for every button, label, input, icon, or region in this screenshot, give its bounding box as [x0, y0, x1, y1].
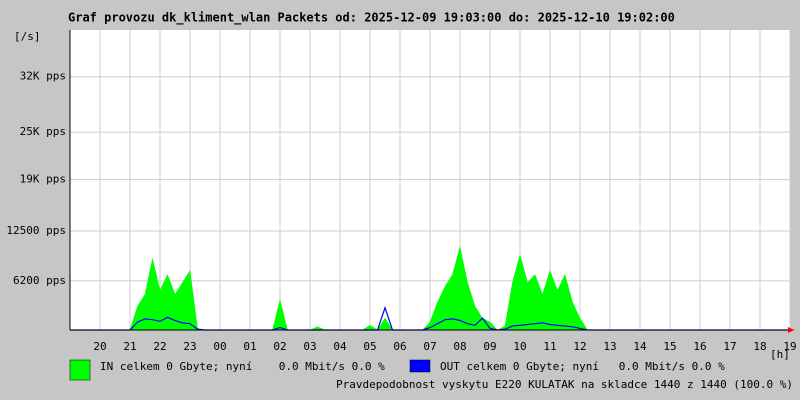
chart-title: Graf provozu dk_kliment_wlan Packets od:… [68, 11, 675, 26]
x-tick-label: 19 [783, 340, 796, 353]
x-tick-label: 14 [633, 340, 647, 353]
y-tick-label: 12500 pps [6, 224, 66, 237]
footer: Pravdepodobnost vyskytu E220 KULATAK na … [336, 378, 793, 391]
x-tick-label: 10 [513, 340, 526, 353]
x-tick-label: 23 [183, 340, 196, 353]
x-tick-label: 18 [753, 340, 766, 353]
x-tick-label: 00 [213, 340, 226, 353]
x-axis-label: [h] [770, 348, 790, 361]
x-tick-label: 13 [603, 340, 616, 353]
legend-swatch [69, 359, 91, 381]
x-tick-label: 17 [723, 340, 736, 353]
x-tick-label: 04 [333, 340, 347, 353]
x-tick-label: 07 [423, 340, 436, 353]
y-tick-label: 25K pps [20, 125, 66, 138]
x-tick-label: 20 [93, 340, 106, 353]
y-tick-label: 19K pps [20, 173, 66, 186]
x-tick-label: 08 [453, 340, 466, 353]
x-tick-label: 02 [273, 340, 286, 353]
x-tick-label: 22 [153, 340, 166, 353]
x-tick-label: 01 [243, 340, 256, 353]
x-tick-label: 15 [663, 340, 676, 353]
axis-arrow [788, 327, 794, 333]
x-tick-label: 05 [363, 340, 376, 353]
x-tick-label: 16 [693, 340, 706, 353]
legend-label: OUT celkem 0 Gbyte; nyní 0.0 Mbit/s 0.0 … [440, 360, 725, 373]
y-tick-label: 6200 pps [13, 274, 66, 287]
y-axis-label: [/s] [14, 30, 41, 43]
legend-swatch [409, 359, 431, 373]
x-tick-label: 11 [543, 340, 556, 353]
x-tick-label: 06 [393, 340, 406, 353]
legend-label: IN celkem 0 Gbyte; nyní 0.0 Mbit/s 0.0 % [100, 360, 385, 373]
x-tick-label: 03 [303, 340, 316, 353]
x-tick-label: 12 [573, 340, 586, 353]
y-tick-label: 32K pps [20, 70, 66, 83]
x-tick-label: 09 [483, 340, 496, 353]
x-tick-label: 21 [123, 340, 136, 353]
